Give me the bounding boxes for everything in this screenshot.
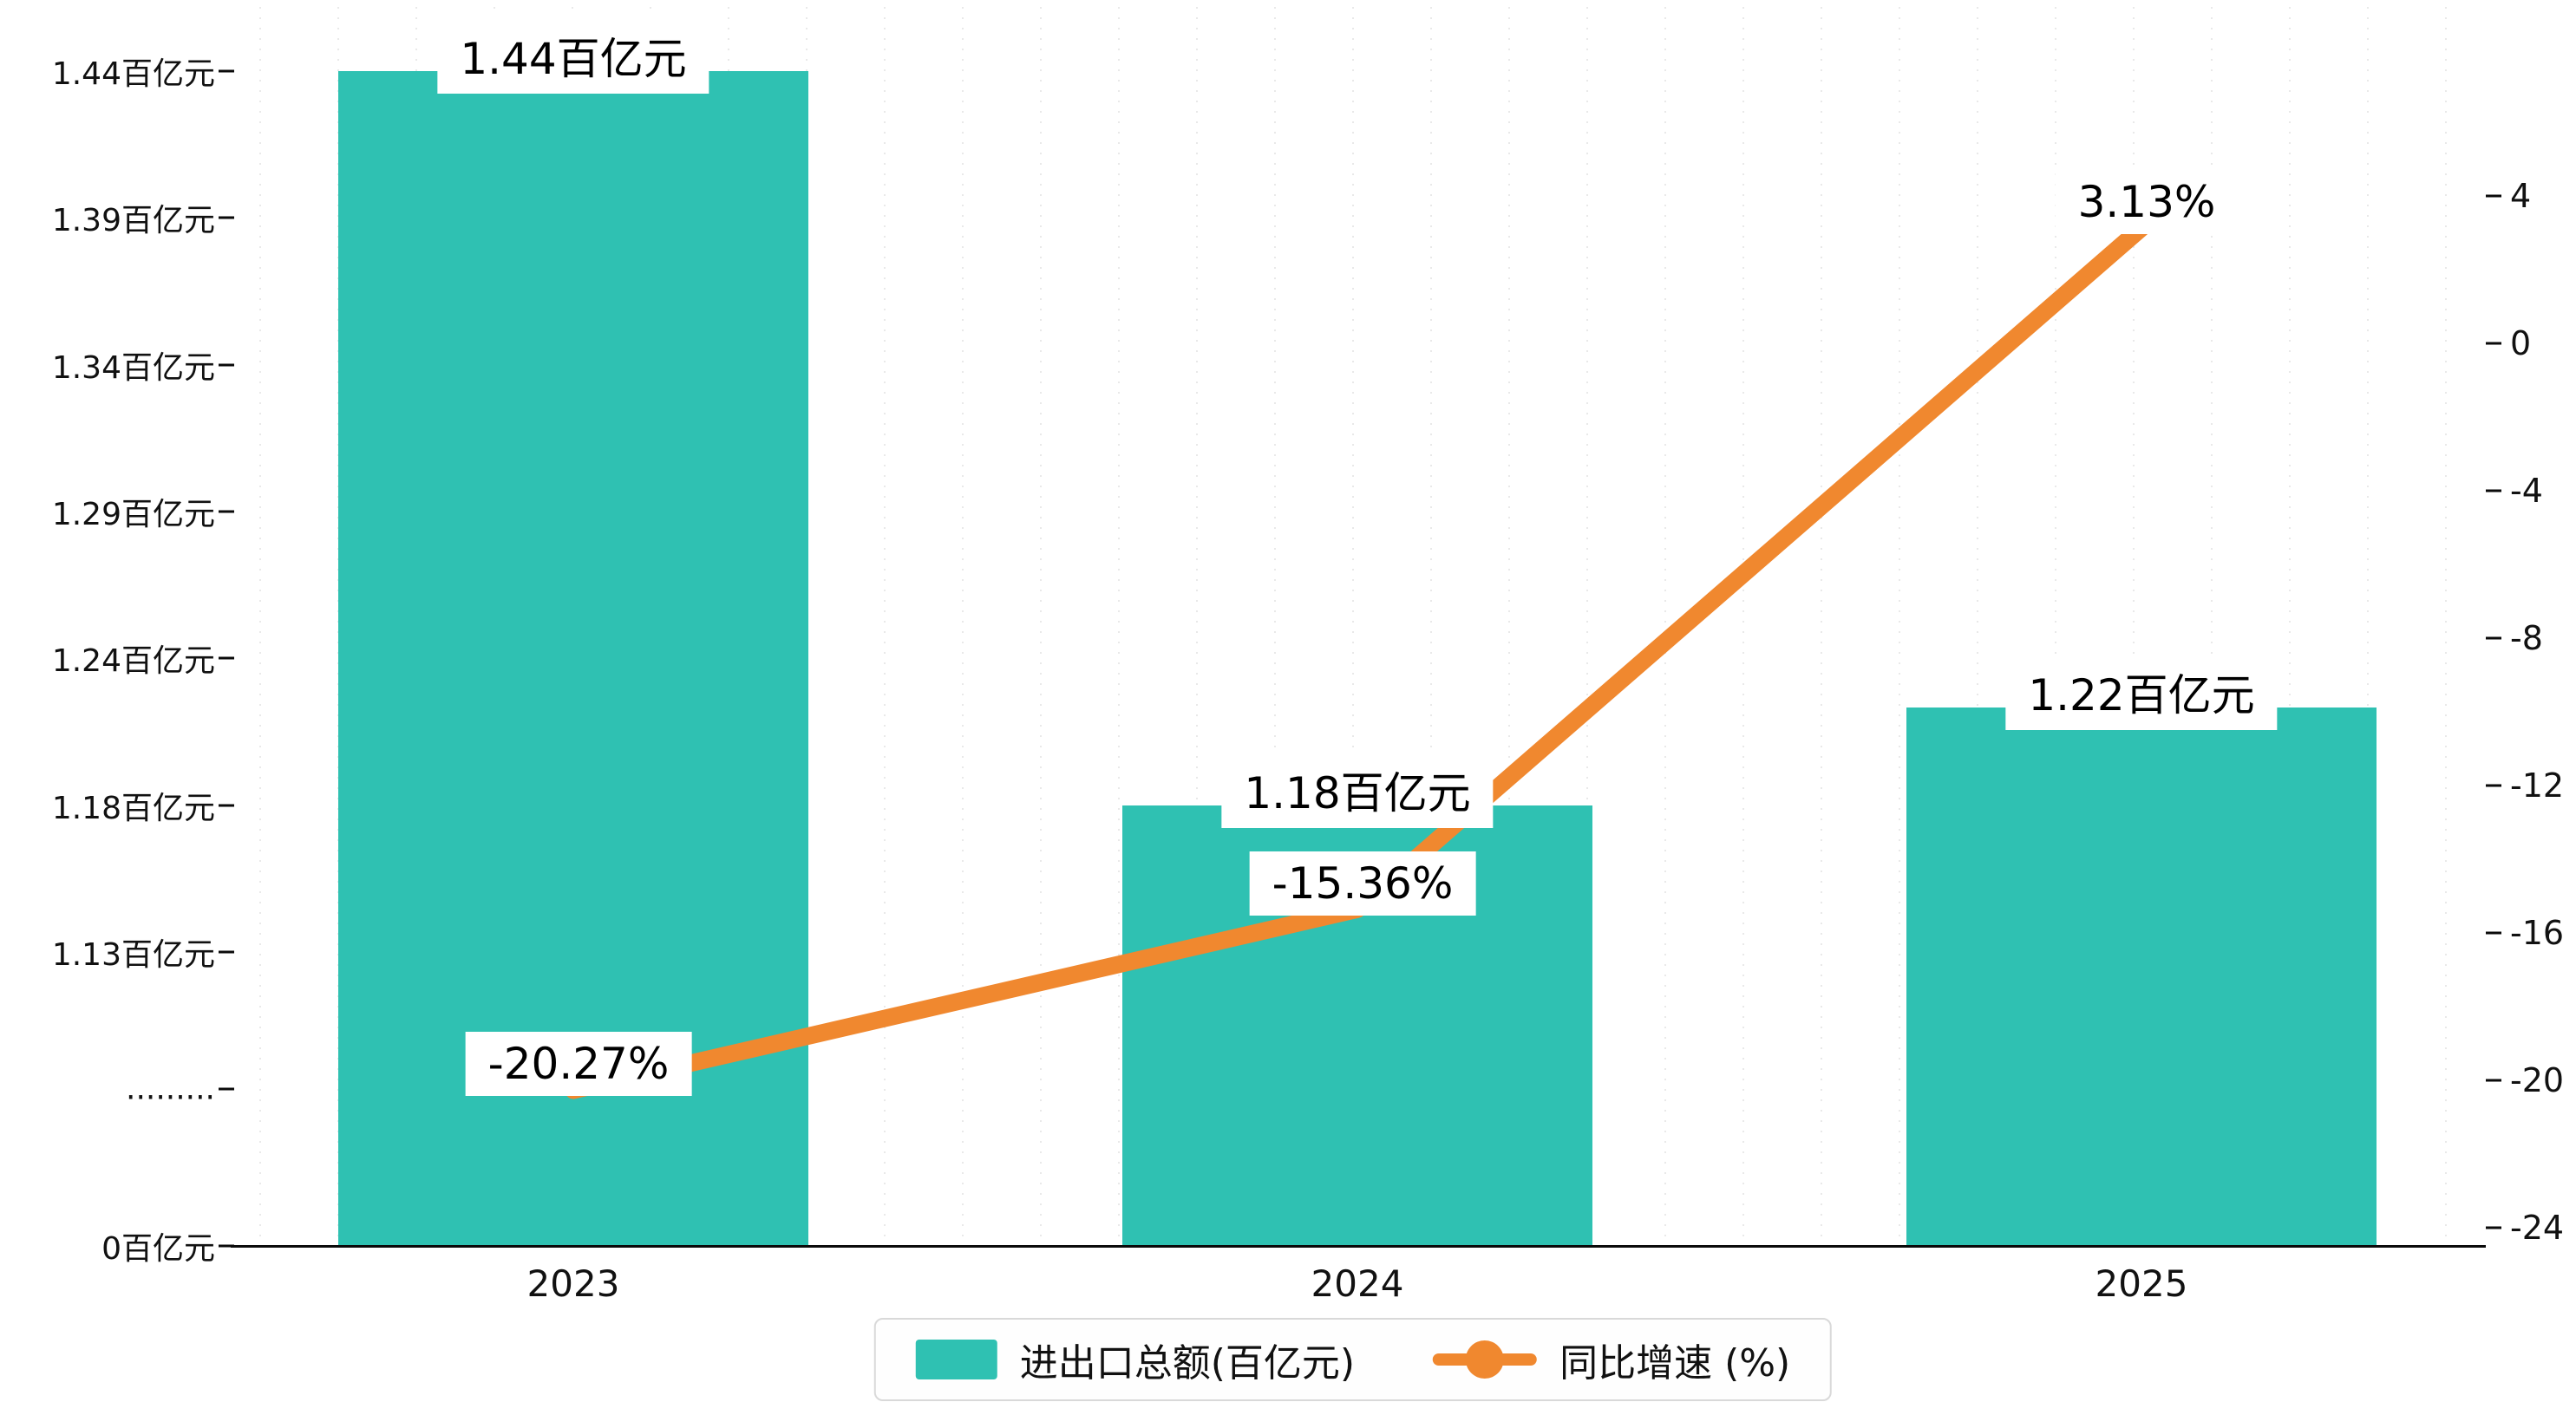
x-axis-label-2024: 2024 bbox=[1311, 1262, 1404, 1305]
x-axis-line bbox=[231, 1245, 2486, 1248]
line-value-label: 3.13% bbox=[2055, 169, 2239, 234]
y-axis-right-tick-mark bbox=[2486, 784, 2501, 787]
bar-value-label: 1.44百亿元 bbox=[437, 17, 709, 94]
y-axis-right-tick-label: -20 bbox=[2510, 1061, 2565, 1099]
y-axis-right-tick-label: -24 bbox=[2510, 1209, 2565, 1247]
y-axis-left-tick-mark bbox=[219, 950, 234, 954]
y-axis-left-tick-mark bbox=[219, 1244, 234, 1248]
y-axis-left-tick-mark bbox=[219, 510, 234, 513]
x-axis-label-2025: 2025 bbox=[2095, 1262, 2188, 1305]
y-axis-right-tick-mark bbox=[2486, 489, 2501, 492]
y-axis-left-tick-mark bbox=[219, 363, 234, 367]
growth-line bbox=[565, 218, 2150, 1099]
line-value-label: -15.36% bbox=[1249, 851, 1476, 916]
y-axis-right-tick-mark bbox=[2486, 1079, 2501, 1082]
legend-label-line-series: 同比增速 (%) bbox=[1559, 1341, 1791, 1386]
y-axis-left-tick-label: 1.24百亿元 bbox=[51, 643, 215, 679]
x-axis-label-2023: 2023 bbox=[526, 1262, 620, 1305]
y-axis-left-tick-label: 1.29百亿元 bbox=[51, 497, 215, 532]
y-axis-right-tick-label: -4 bbox=[2510, 472, 2543, 510]
y-axis-left-tick-label: 1.13百亿元 bbox=[51, 937, 215, 973]
y-axis-left-tick-mark bbox=[219, 656, 234, 660]
y-axis-left-tick-label: 0百亿元 bbox=[101, 1231, 215, 1267]
legend-item-line-series: 同比增速 (%) bbox=[1433, 1332, 1790, 1387]
y-axis-left-tick-mark bbox=[219, 69, 234, 73]
y-axis-right-tick-mark bbox=[2486, 342, 2501, 345]
legend-label-bar-series: 进出口总额(百亿元) bbox=[1019, 1341, 1356, 1386]
y-axis-right-tick-label: -8 bbox=[2510, 619, 2543, 657]
y-axis-right-tick-label: -16 bbox=[2510, 914, 2565, 952]
y-axis-left-tick-mark bbox=[219, 1087, 234, 1091]
bar-series-swatch-icon bbox=[915, 1340, 997, 1379]
line-value-label: -20.27% bbox=[465, 1032, 692, 1097]
y-axis-left-tick-mark bbox=[219, 804, 234, 807]
y-axis-left-tick-label: 1.44百亿元 bbox=[51, 56, 215, 92]
y-axis-right-tick-label: 0 bbox=[2510, 324, 2532, 362]
y-axis-left-tick-label: 1.39百亿元 bbox=[51, 203, 215, 238]
bar-2025 bbox=[1906, 707, 2377, 1246]
y-axis-left-tick-label: 1.34百亿元 bbox=[51, 350, 215, 386]
y-axis-right-tick-mark bbox=[2486, 194, 2501, 198]
bar-value-label: 1.18百亿元 bbox=[1221, 751, 1494, 828]
legend-item-bar-series: 进出口总额(百亿元) bbox=[915, 1332, 1356, 1387]
y-axis-right-tick-mark bbox=[2486, 931, 2501, 935]
y-axis-right-tick-mark bbox=[2486, 1226, 2501, 1229]
bar-value-label: 1.22百亿元 bbox=[2005, 653, 2278, 730]
legend: 进出口总额(百亿元) 同比增速 (%) bbox=[873, 1318, 1833, 1401]
y-axis-left-tick-label: 1.18百亿元 bbox=[51, 791, 215, 826]
y-axis-right-tick-label: 4 bbox=[2510, 177, 2532, 215]
y-axis-right-tick-mark bbox=[2486, 636, 2501, 640]
line-series-marker-icon bbox=[1433, 1340, 1538, 1379]
y-axis-right-tick-label: -12 bbox=[2510, 766, 2565, 805]
y-axis-left-tick-mark bbox=[219, 216, 234, 219]
line-marker-dot-icon bbox=[1466, 1340, 1505, 1379]
y-axis-break-label: ......... bbox=[126, 1071, 215, 1107]
